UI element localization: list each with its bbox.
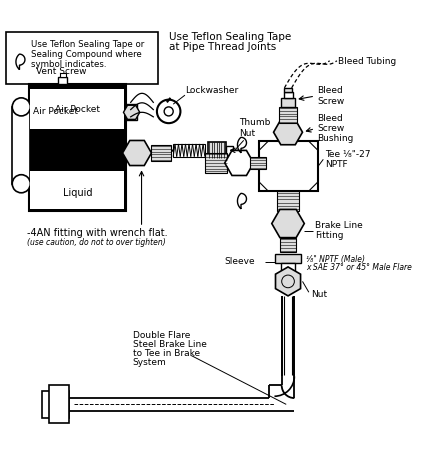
Bar — [42, 391, 69, 418]
Bar — [280, 238, 296, 252]
Bar — [275, 254, 301, 263]
Text: System: System — [133, 358, 166, 367]
Text: Sleeve: Sleeve — [225, 257, 255, 266]
Text: to Tee in Brake: to Tee in Brake — [133, 349, 200, 358]
Text: (use caution, do not to over tighten): (use caution, do not to over tighten) — [27, 238, 165, 247]
Bar — [285, 88, 292, 92]
Text: Lockwasher: Lockwasher — [185, 86, 238, 95]
Text: Bleed
Screw
Bushing: Bleed Screw Bushing — [317, 114, 353, 143]
Bar — [151, 145, 171, 161]
Bar — [281, 263, 295, 270]
Text: Air Pocket: Air Pocket — [55, 105, 100, 114]
Text: Mounting: Mounting — [46, 96, 109, 109]
Bar — [12, 107, 31, 184]
Text: Sealing Compound where: Sealing Compound where — [31, 50, 142, 59]
Bar — [250, 157, 266, 169]
Text: Bracket: Bracket — [52, 108, 103, 120]
Bar — [59, 77, 67, 84]
Polygon shape — [276, 267, 301, 296]
Bar — [281, 98, 295, 107]
Bar — [173, 144, 205, 157]
Text: -4AN fitting with wrench flat.: -4AN fitting with wrench flat. — [27, 228, 167, 238]
Bar — [259, 141, 318, 191]
Bar — [31, 171, 124, 209]
Bar — [31, 89, 124, 129]
Polygon shape — [272, 209, 304, 238]
Bar — [205, 153, 227, 173]
Polygon shape — [16, 54, 25, 69]
Circle shape — [12, 98, 31, 116]
Polygon shape — [123, 105, 140, 119]
Text: Brake Line
Fitting: Brake Line Fitting — [315, 221, 363, 240]
Text: Vent Screw: Vent Screw — [36, 67, 86, 76]
Bar — [49, 386, 69, 423]
Polygon shape — [237, 193, 246, 209]
Bar — [6, 32, 158, 84]
Text: Tee ¹⁄₈"-27
NPTF: Tee ¹⁄₈"-27 NPTF — [325, 149, 371, 169]
Text: at Pipe Thread Joints: at Pipe Thread Joints — [169, 42, 276, 52]
Circle shape — [12, 175, 31, 193]
Bar — [60, 73, 66, 77]
Bar — [208, 142, 226, 159]
Text: Thumb
Nut: Thumb Nut — [239, 118, 271, 138]
Text: Nut: Nut — [311, 290, 327, 299]
Polygon shape — [225, 150, 254, 176]
Bar — [284, 92, 293, 98]
Text: symbol indicates.: symbol indicates. — [31, 60, 107, 69]
Bar — [126, 104, 137, 120]
Bar — [277, 191, 299, 211]
Bar — [28, 84, 126, 211]
Polygon shape — [237, 137, 246, 153]
Text: Use Teflon Sealing Tape: Use Teflon Sealing Tape — [169, 32, 291, 42]
Text: Bleed
Screw: Bleed Screw — [317, 86, 344, 106]
Text: ¹⁄₈" NPTF (Male): ¹⁄₈" NPTF (Male) — [306, 255, 365, 264]
Text: Air Pocket: Air Pocket — [33, 107, 78, 116]
Text: Bleed Tubing: Bleed Tubing — [338, 57, 396, 66]
Bar — [279, 107, 297, 123]
Text: x SAE 37° or 45° Male Flare: x SAE 37° or 45° Male Flare — [306, 263, 412, 272]
Polygon shape — [123, 140, 151, 166]
Polygon shape — [273, 119, 302, 145]
Text: Steel Brake Line: Steel Brake Line — [133, 340, 206, 349]
Text: Double Flare: Double Flare — [133, 331, 190, 340]
Bar — [226, 146, 233, 155]
Text: Use Teflon Sealing Tape or: Use Teflon Sealing Tape or — [31, 40, 145, 49]
Text: Liquid: Liquid — [63, 188, 92, 198]
